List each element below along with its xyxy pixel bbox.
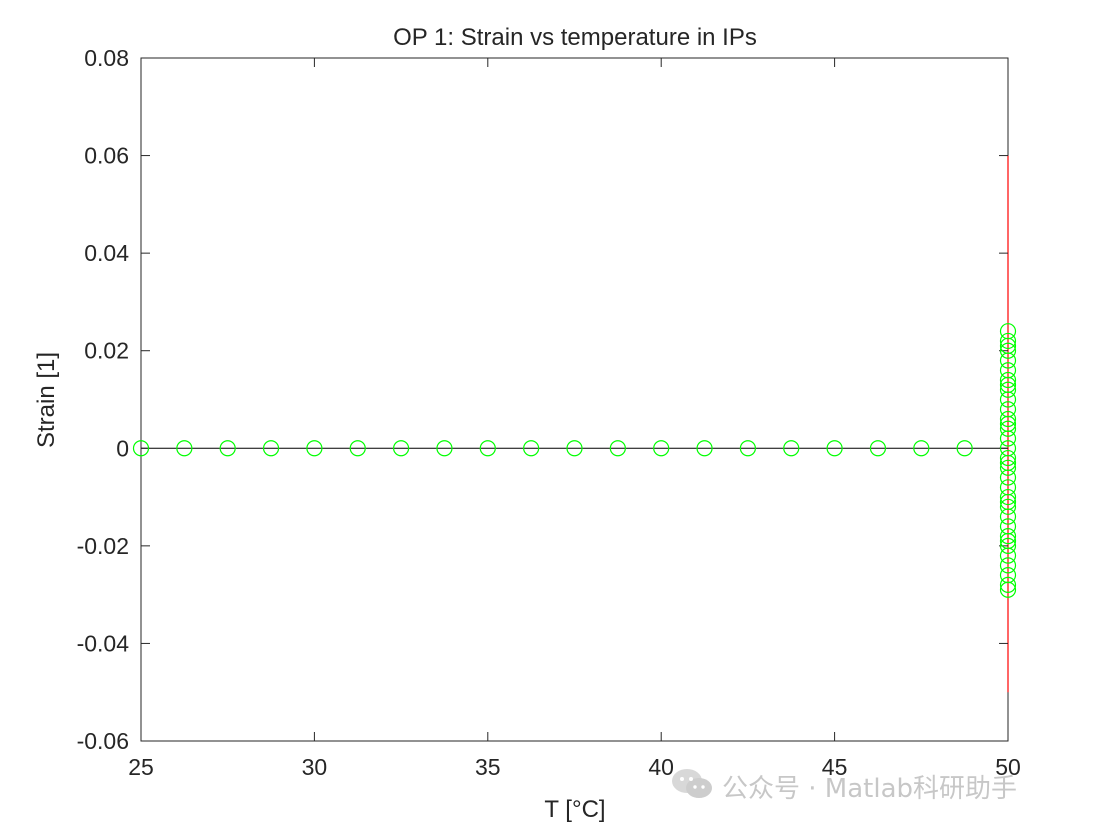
data-point: [999, 537, 1017, 554]
data-point: [999, 332, 1017, 350]
data-point: [999, 381, 1017, 398]
data-point: [739, 440, 757, 457]
data-point: [132, 440, 150, 457]
data-point: [999, 371, 1017, 389]
watermark: 公众号 · Matlab科研助手: [670, 766, 1017, 806]
data-point: [696, 440, 713, 457]
plot-area: 25 30 35 40 45 50 -0.06 -0.04 -0.02 0 0.02 0.04 0.06…: [77, 45, 1021, 780]
data-point: [999, 493, 1017, 511]
data-point: [566, 440, 583, 457]
x-tick-label: 40: [648, 754, 674, 780]
data-point: [349, 440, 366, 457]
data-point: [999, 449, 1017, 467]
x-tick-label: 45: [822, 754, 848, 780]
data-point: [999, 420, 1017, 437]
data-point: [826, 440, 843, 457]
data-point: [999, 532, 1017, 550]
y-tick-label: 0.04: [84, 240, 129, 266]
data-point: [306, 440, 323, 457]
data-point: [479, 440, 496, 457]
data-point: [999, 576, 1017, 593]
x-tick-label: 50: [995, 754, 1021, 780]
data-point: [393, 440, 410, 457]
data-point: [999, 581, 1017, 598]
y-tick-label: 0.08: [84, 45, 129, 71]
data-point: [219, 440, 236, 457]
data-point: [999, 498, 1017, 515]
data-point: [783, 440, 800, 457]
data-point: [436, 440, 453, 457]
data-point: [999, 557, 1017, 574]
data-point: [523, 440, 540, 457]
data-point: [999, 376, 1017, 393]
data-point: [869, 440, 887, 457]
x-tick-label: 35: [475, 754, 501, 780]
data-point: [956, 440, 973, 457]
y-tick-label: -0.04: [77, 630, 130, 656]
y-axis-title: Strain [1]: [33, 352, 60, 448]
data-point: [999, 337, 1017, 354]
x-tick-label: 30: [302, 754, 328, 780]
data-point: [999, 527, 1017, 545]
data-point: [653, 440, 670, 457]
data-point: [999, 488, 1017, 506]
data-point: [999, 342, 1017, 359]
x-axis-title: T [°C]: [544, 796, 605, 823]
data-point: [999, 415, 1017, 432]
watermark-text: 公众号 · Matlab科研助手: [722, 773, 1018, 804]
x-tick-label: 25: [128, 754, 154, 780]
y-tick-label: -0.02: [77, 533, 129, 559]
data-point: [999, 454, 1017, 472]
y-tick-label: 0.06: [84, 143, 129, 169]
data-point: [999, 459, 1017, 476]
data-point: [999, 410, 1017, 428]
y-tick-label: 0: [116, 435, 129, 461]
wechat-icon: [670, 767, 714, 806]
data-point: [913, 440, 930, 457]
plot-title: OP 1: Strain vs temperature in IPs: [393, 24, 757, 51]
data-point: [609, 440, 626, 457]
y-tick-label: -0.06: [77, 728, 129, 754]
data-point: [262, 440, 280, 457]
y-tick-label: 0.02: [84, 338, 129, 364]
data-point: [176, 440, 193, 457]
